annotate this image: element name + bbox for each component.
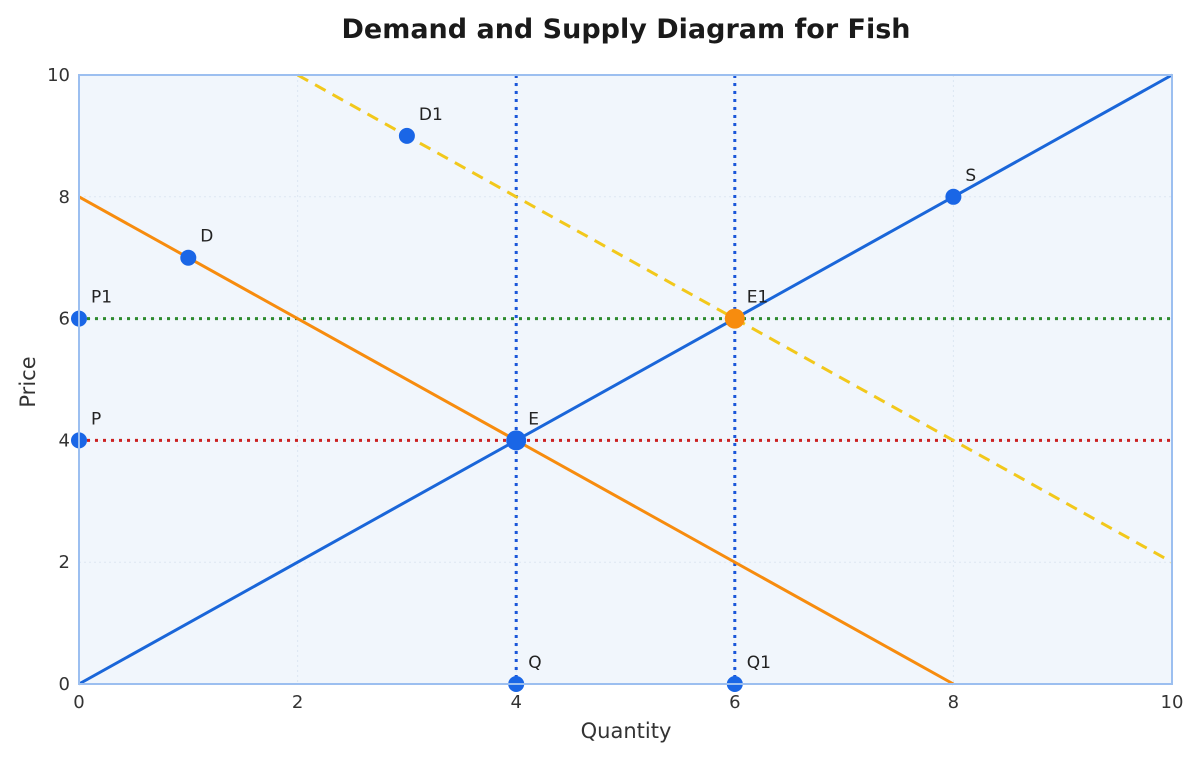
point-label-p1: P1 [91,288,112,308]
x-tick-8: 8 [948,692,959,713]
point-d [180,249,197,266]
point-label-d1: D1 [419,105,443,125]
x-tick-6: 6 [729,692,740,713]
chart-title: Demand and Supply Diagram for Fish [341,14,910,45]
x-tick-10: 10 [1161,692,1184,713]
y-tick-0: 0 [59,674,70,695]
point-label-p: P [91,409,101,429]
x-tick-2: 2 [292,692,303,713]
point-label-e1: E1 [747,288,769,308]
point-e1 [724,308,745,329]
point-label-e: E [528,409,539,429]
reference-lines [79,75,1172,684]
y-tick-10: 10 [47,65,70,86]
x-axis-label: Quantity [581,719,672,743]
point-s [945,188,962,205]
plot-frame [78,74,1173,685]
y-tick-2: 2 [59,552,70,573]
point-d1 [398,127,415,144]
y-axis-label: Price [16,356,40,407]
y-tick-4: 4 [59,430,70,451]
y-tick-8: 8 [59,187,70,208]
point-label-s: S [965,166,976,186]
y-tick-6: 6 [59,309,70,330]
point-label-q1: Q1 [747,653,771,673]
point-label-d: D [200,227,213,247]
curve-s [78,73,1173,686]
y-axis-ticks: 0 2 4 6 8 10 [47,65,70,695]
point-label-q: Q [528,653,541,673]
x-tick-4: 4 [510,692,521,713]
point-labels: D1 S D P1 E1 P E Q Q1 [91,105,976,673]
point-e [506,430,527,451]
x-tick-0: 0 [73,692,84,713]
x-axis-ticks: 0 2 4 6 8 10 [73,692,1183,713]
